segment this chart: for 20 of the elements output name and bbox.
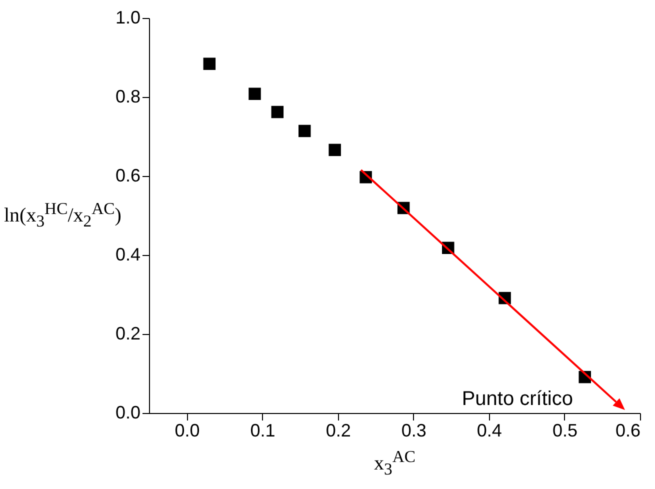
y-tick-label: 0.2 [115,324,140,344]
x-tick-label: 0.2 [326,420,351,440]
x-tick-label: 0.5 [552,420,578,440]
annotation: Punto crítico [462,388,573,410]
y-tick-label: 0.4 [115,244,140,264]
y-tick-label: 0.8 [115,86,140,106]
y-tick-label: 0.0 [115,402,140,422]
x-tick-label: 0.1 [250,420,276,440]
x-tick-label: 0.0 [174,420,200,440]
point [298,124,311,138]
x-tick-label: 0.4 [476,420,502,440]
point [248,88,261,100]
x-tick-label: 0.6 [615,420,640,440]
y-tick-label: 0.6 [115,166,140,186]
point [328,144,341,156]
point [271,106,284,118]
y-axis-title: ln(x$_{3}$$^{HC}$/x$_{2}$$^{AC}$) [4,199,122,232]
point [203,58,216,70]
x-tick-label: 0.3 [401,420,426,440]
y-tick-label: 1.0 [115,8,140,28]
